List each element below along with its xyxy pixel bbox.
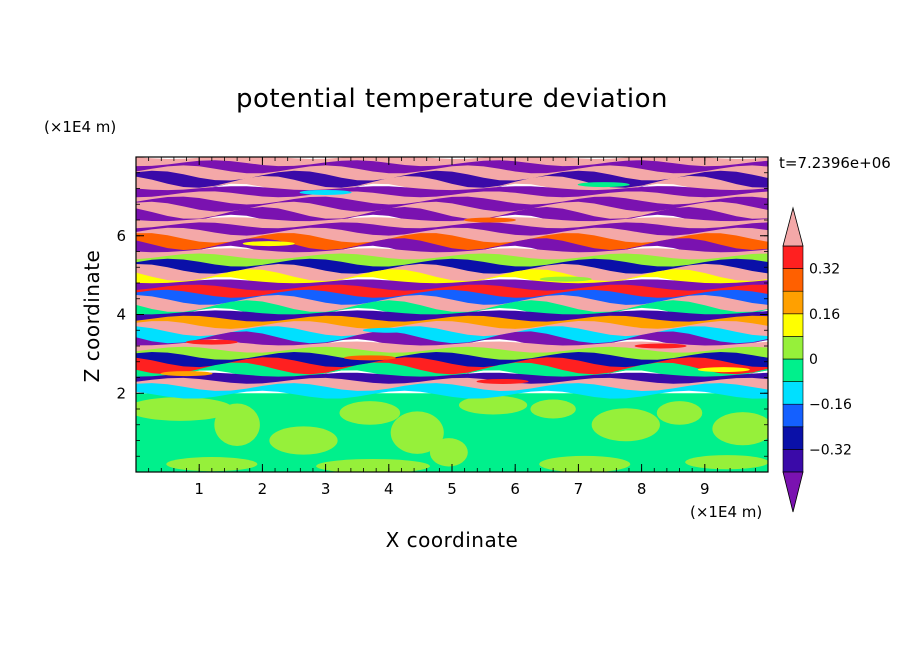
y-ticks: 2 4 6 [116,172,768,457]
lower-blob [458,395,528,415]
lower-blob [712,412,768,446]
contour-streak [697,367,750,373]
contour-streak [242,241,295,247]
chart-title: potential temperature deviation [236,84,668,114]
colorbar-segment [782,290,804,315]
colorbar-segment [782,358,804,382]
lower-blob [316,459,430,472]
contour-band [136,352,768,368]
x-tick-label: 3 [321,480,331,498]
contour-streak [634,343,687,349]
colorbar-segment [782,336,804,360]
colorbar-tick-label: 0.16 [809,307,840,323]
contour-band [136,248,768,260]
colorbar-tick-label: −0.16 [809,397,852,413]
x-tick-label: 8 [637,480,647,498]
contour-streak [539,276,592,282]
colorbar-extend-max [782,206,804,247]
y-tick-label: 2 [116,384,126,402]
y-tick-label: 6 [116,227,126,245]
x-tick-label: 5 [447,480,457,498]
contour-band [136,233,768,251]
contour-streak [343,355,396,361]
colorbar-segment [782,268,804,292]
contour-band [136,279,768,292]
contour-streak [299,189,352,195]
x-tick-label: 1 [194,480,204,498]
colorbar-tick-label: 0.32 [809,262,840,278]
lower-blob [214,403,260,447]
contour-band [136,186,768,198]
x-tick-label: 4 [384,480,394,498]
x-axis-label: X coordinate [0,528,904,552]
lower-blob [429,438,468,467]
contour-streak [362,327,415,333]
contour-band [136,258,768,275]
contour-streak [577,182,630,188]
lower-blob [269,426,338,455]
colorbar-segment [782,449,804,473]
colorbar-segment [782,403,804,428]
lower-blob [591,408,660,442]
y-axis-unit: (×1E4 m) [44,118,117,136]
x-axis-unit: (×1E4 m) [690,503,763,521]
contour-streak [463,217,516,223]
colorbar: 0.32 0.16 0 −0.16 −0.32 [782,206,852,513]
contour-streak [160,371,213,377]
x-axis-label-text: X coordinate [385,528,519,552]
contour-band [136,357,768,375]
colorbar-segment [782,381,804,405]
time-label: t=7.2396e+06 [779,154,891,172]
lower-blob [166,457,258,472]
x-tick-label: 6 [510,480,520,498]
x-ticks: 1 2 3 4 5 6 7 8 9 [148,157,769,498]
y-tick-label: 4 [116,306,126,324]
contour-band [136,383,768,399]
contour-streak [185,339,238,345]
colorbar-tick-label: −0.32 [809,442,852,458]
contour-band [136,326,768,344]
colorbar-segment [782,313,804,337]
contour-streak [476,378,529,384]
lower-blob [685,455,768,470]
contour-band [136,321,768,337]
colorbar-segment [782,426,804,450]
lower-blob [539,455,631,472]
lower-blob [530,399,576,419]
colorbar-segment [782,245,804,269]
contour-band [136,295,768,313]
x-tick-label: 9 [700,480,710,498]
x-tick-label: 7 [574,480,584,498]
lower-blob [136,397,234,421]
colorbar-extend-min [782,471,804,513]
colorbar-tick-label: 0 [809,352,818,368]
x-tick-label: 2 [258,480,268,498]
contour-band [136,217,768,229]
contour-band [136,201,768,220]
lower-blob [656,401,703,425]
lower-blob [339,401,401,425]
lower-blob [390,411,444,454]
contour-field [136,157,768,472]
contour-band [136,289,768,306]
